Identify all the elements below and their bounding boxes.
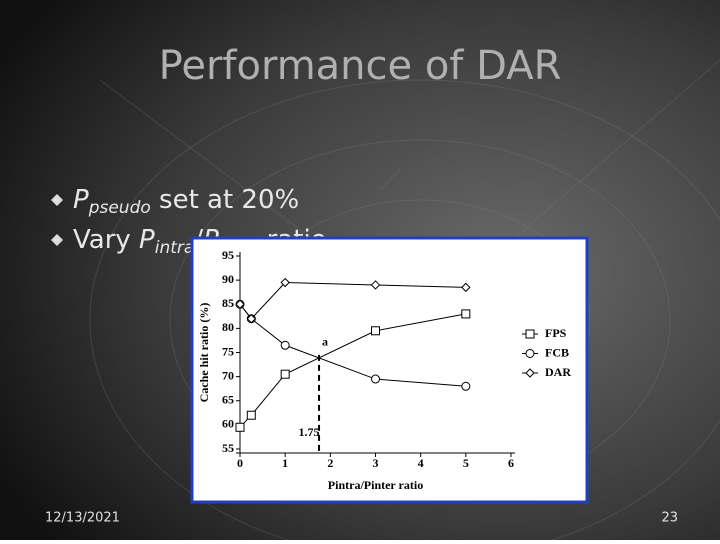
y-tick-label: 55 [222, 441, 234, 455]
text-run: pseudo [88, 198, 151, 218]
chart-frame [190, 236, 589, 504]
text-run: P [139, 225, 155, 255]
data-point [280, 277, 290, 288]
reference-label: 1.75 [299, 425, 320, 439]
y-axis-label: Cache hit ratio (%) [197, 303, 211, 403]
legend-marker [525, 349, 535, 358]
x-axis-label: Pintra/Pinter ratio [328, 478, 423, 492]
y-tick-label: 80 [222, 320, 234, 334]
text-run: P [73, 185, 89, 215]
page-number: 23 [661, 511, 678, 526]
legend-label: DAR [545, 365, 571, 379]
y-tick-label: 65 [222, 393, 234, 407]
x-tick-label: 0 [237, 456, 243, 470]
y-tick-label: 60 [222, 417, 234, 431]
legend-marker [525, 329, 535, 339]
text-run: set at 20% [151, 185, 299, 215]
y-tick-label: 75 [222, 344, 234, 358]
data-point [370, 280, 381, 290]
x-tick-label: 1 [282, 456, 288, 470]
text-run: intra [155, 238, 195, 258]
x-tick-label: 4 [418, 456, 424, 470]
data-point [371, 326, 380, 336]
legend-label: FCB [545, 345, 569, 359]
data-point [461, 282, 471, 293]
y-tick-label: 70 [222, 368, 234, 382]
bullet-marker [51, 234, 63, 246]
data-point [235, 422, 245, 432]
y-tick-label: 85 [222, 296, 234, 310]
slide-title: Performance of DAR [159, 43, 562, 89]
y-tick-label: 90 [222, 272, 234, 286]
data-point [235, 299, 245, 309]
point-label: a [322, 335, 328, 349]
data-point [461, 309, 471, 319]
data-point [280, 369, 290, 379]
legend-label: FPS [545, 326, 567, 340]
date: 12/13/2021 [45, 511, 120, 526]
data-point [461, 381, 471, 391]
bullet-text: Ppseudo set at 20% [73, 185, 299, 219]
data-point [280, 340, 290, 350]
bullet-marker [51, 194, 63, 206]
data-point [371, 374, 380, 384]
legend-marker [525, 368, 535, 378]
x-tick-label: 5 [463, 456, 469, 470]
y-tick-label: 95 [222, 248, 234, 262]
x-tick-label: 6 [508, 456, 514, 470]
x-tick-label: 2 [327, 456, 333, 470]
x-tick-label: 3 [373, 456, 379, 470]
data-point [246, 314, 256, 324]
data-point [246, 410, 256, 420]
text-run: Vary [73, 225, 139, 255]
